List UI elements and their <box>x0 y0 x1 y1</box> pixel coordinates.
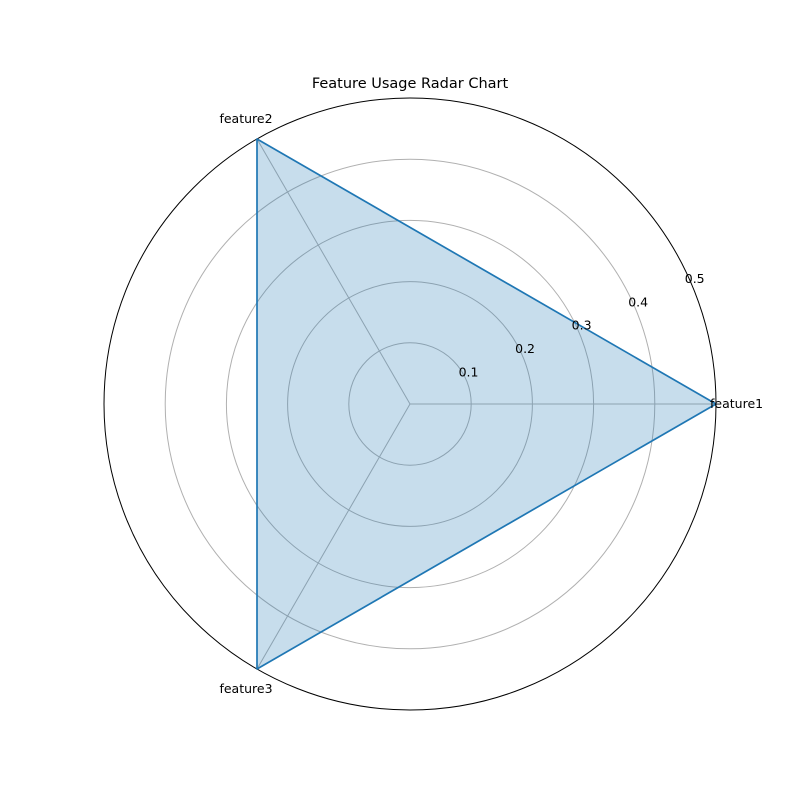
category-label-feature1: feature1 <box>710 396 763 411</box>
r-tick-label: 0.1 <box>459 365 479 380</box>
r-tick-label: 0.4 <box>628 294 648 309</box>
category-label-feature3: feature3 <box>219 681 272 696</box>
r-tick-label: 0.2 <box>515 341 535 356</box>
r-tick-label: 0.5 <box>685 271 705 286</box>
series-line <box>256 138 717 670</box>
angular-gridline <box>256 138 411 405</box>
r-tick-label: 0.3 <box>572 318 592 333</box>
data-layer <box>256 138 717 670</box>
angular-gridline <box>256 403 411 670</box>
category-label-feature2: feature2 <box>219 111 272 126</box>
label-layer: 0.1 0.2 0.3 0.4 0.5 feature1 feature2 feature3 <box>219 111 763 696</box>
series-area <box>257 139 716 669</box>
chart-title: Feature Usage Radar Chart <box>312 76 509 92</box>
